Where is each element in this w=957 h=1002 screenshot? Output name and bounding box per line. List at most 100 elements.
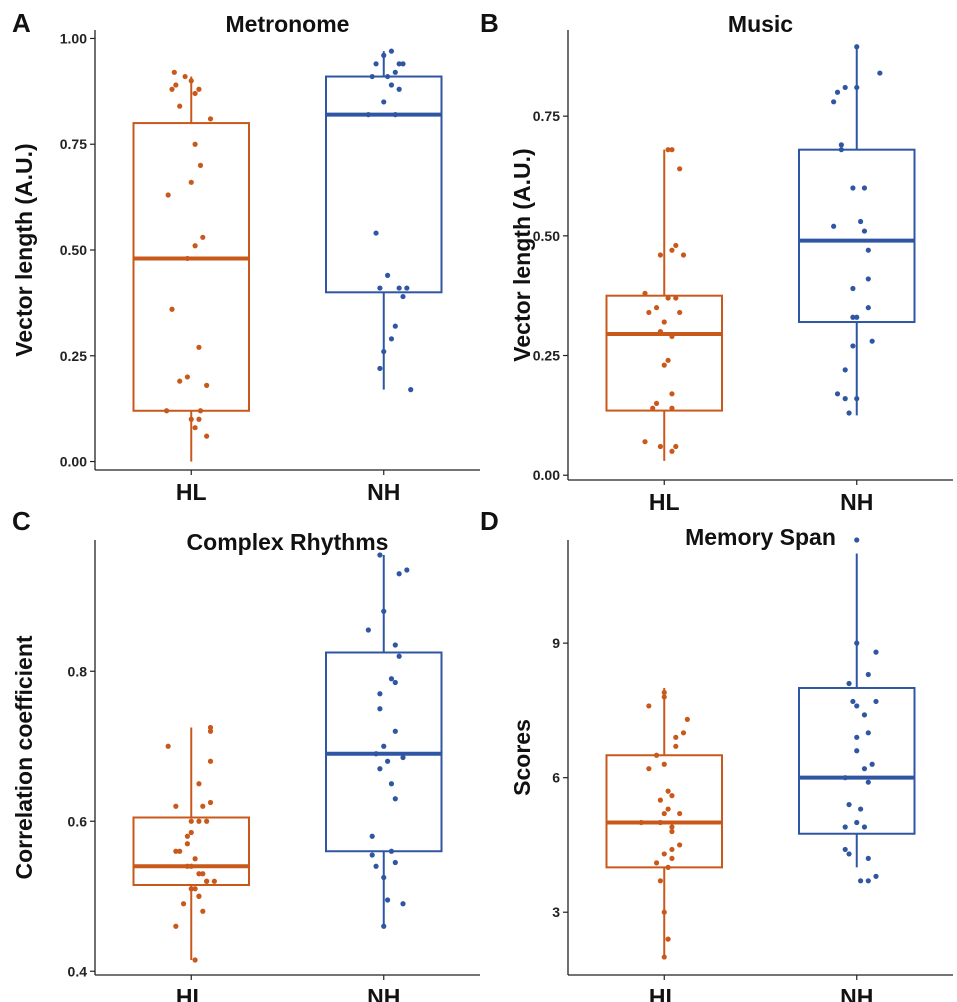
data-point-nh-d (842, 775, 848, 781)
data-point-nh-b (865, 247, 871, 253)
data-point-nh-d (842, 846, 848, 853)
data-point-nh-b (842, 367, 848, 373)
data-point-hl-a (197, 408, 204, 414)
data-point-hl-b (673, 242, 679, 249)
data-point-nh-c (369, 852, 375, 858)
data-point-nh-b (861, 228, 868, 234)
data-point-nh-d (854, 537, 860, 543)
data-point-hl-b (669, 247, 675, 253)
y-tick-label-b: 0.75 (533, 108, 560, 124)
data-point-hl-b (657, 252, 664, 258)
data-point-nh-a (377, 285, 383, 291)
data-point-nh-b (846, 410, 852, 416)
data-point-nh-c (392, 679, 398, 686)
data-point-hl-b (680, 252, 687, 258)
y-tick-label-d: 6 (552, 770, 560, 786)
data-point-hl-b (650, 405, 656, 411)
data-point-hl-d (669, 824, 675, 830)
data-point-hl-a (173, 82, 179, 88)
data-point-nh-d (865, 878, 871, 884)
data-point-hl-d (665, 936, 671, 942)
data-point-hl-b (677, 309, 683, 316)
data-point-nh-d (854, 748, 860, 754)
data-point-nh-b (850, 314, 856, 320)
data-point-hl-d (661, 810, 667, 817)
data-point-nh-c (373, 751, 379, 757)
y-tick-label-c: 0.8 (68, 663, 88, 679)
data-point-hl-b (677, 166, 683, 172)
data-point-nh-a (373, 61, 379, 67)
box-nh-b (798, 148, 916, 324)
data-point-nh-c (377, 552, 383, 558)
data-point-hl-a (184, 255, 190, 262)
data-point-nh-c (373, 863, 379, 869)
data-point-hl-a (204, 433, 210, 439)
data-point-nh-a (392, 69, 398, 75)
y-tick-label-a: 1.00 (60, 30, 87, 46)
data-point-nh-b (838, 142, 844, 148)
data-point-hl-a (196, 416, 202, 422)
data-point-hl-c (192, 886, 198, 892)
data-point-nh-c (377, 691, 383, 697)
data-point-nh-b (869, 338, 875, 344)
data-point-hl-c (184, 833, 190, 839)
data-point-hl-c (165, 743, 171, 749)
data-point-nh-d (865, 671, 871, 678)
data-point-nh-b (834, 391, 841, 397)
data-point-nh-b (854, 314, 860, 320)
data-point-hl-c (177, 848, 183, 854)
data-point-hl-c (207, 758, 214, 764)
data-point-hl-c (173, 803, 179, 809)
data-point-nh-d (846, 851, 852, 857)
data-point-hl-d (669, 828, 675, 835)
data-point-hl-d (677, 842, 683, 848)
data-point-hl-c (192, 856, 198, 862)
data-point-nh-c (369, 833, 375, 839)
data-point-hl-c (211, 878, 217, 884)
y-tick-label-b: 0.50 (533, 228, 560, 244)
data-point-hl-a (192, 90, 198, 97)
data-point-nh-a (369, 73, 375, 80)
data-point-nh-a (388, 48, 395, 54)
data-point-hl-d (646, 766, 652, 772)
data-point-nh-c (392, 642, 398, 648)
data-point-nh-a (400, 293, 406, 300)
panel-letter-c: C (12, 506, 31, 536)
data-point-hl-b (646, 309, 652, 316)
panel-title-d: Memory Span (685, 524, 836, 550)
data-point-hl-c (184, 863, 190, 869)
data-point-hl-d (653, 752, 660, 758)
data-point-hl-a (171, 69, 177, 75)
panel-letter-b: B (480, 8, 499, 38)
data-point-nh-c (377, 766, 383, 772)
data-point-nh-b (842, 84, 848, 91)
y-axis-label-d: Scores (509, 719, 535, 796)
data-point-hl-d (665, 806, 671, 812)
data-point-nh-b (834, 89, 841, 95)
data-point-nh-b (865, 276, 871, 282)
data-point-nh-b (842, 396, 848, 402)
data-point-nh-c (400, 754, 406, 761)
data-point-hl-a (196, 344, 202, 350)
data-point-hl-c (188, 863, 194, 869)
data-point-hl-c (196, 818, 202, 824)
data-point-hl-a (200, 234, 206, 240)
data-point-hl-c (207, 799, 214, 806)
data-point-hl-a (182, 73, 188, 80)
data-point-hl-c (173, 848, 179, 854)
x-tick-label-d: NH (840, 984, 873, 1002)
data-point-nh-d (854, 640, 860, 646)
data-point-hl-a (164, 408, 170, 414)
data-point-nh-a (396, 285, 402, 291)
data-point-nh-b (865, 305, 871, 311)
data-point-nh-c (381, 743, 387, 749)
data-point-hl-c (204, 878, 210, 884)
data-point-nh-c (365, 627, 371, 633)
data-point-nh-d (861, 824, 868, 830)
data-point-nh-a (388, 82, 395, 88)
data-point-nh-d (846, 680, 852, 687)
data-point-hl-a (192, 425, 198, 431)
panel-letter-a: A (12, 8, 31, 38)
data-point-hl-d (657, 797, 664, 803)
data-point-nh-a (392, 112, 398, 118)
